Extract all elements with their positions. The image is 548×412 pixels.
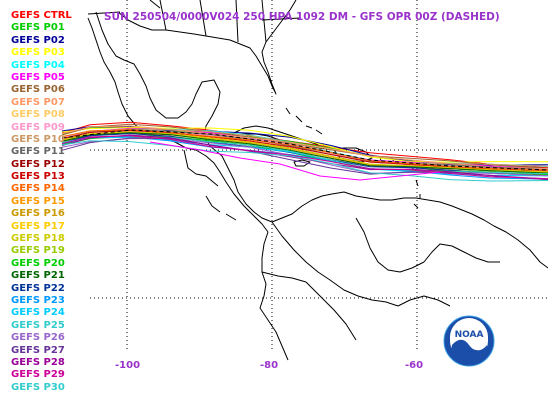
legend-item: GEFS P19 (11, 245, 65, 257)
legend-item: GEFS P02 (11, 34, 65, 46)
legend-item: GEFS P06 (11, 84, 65, 96)
longitude-label: -60 (405, 360, 424, 371)
contour-line (61, 132, 548, 174)
contour-line (61, 134, 548, 180)
noaa-logo-icon: NOAA (443, 315, 495, 367)
legend-item: GEFS P08 (11, 109, 65, 121)
legend-item: GEFS P27 (11, 344, 65, 356)
contour-line (61, 140, 548, 182)
legend-item: GEFS P23 (11, 294, 65, 306)
legend-item: GEFS P17 (11, 220, 65, 232)
logo-text: NOAA (455, 330, 484, 340)
contour-line (61, 126, 548, 163)
contour-line (61, 123, 548, 169)
legend-item: GEFS P28 (11, 356, 65, 368)
legend-item: GEFS P29 (11, 369, 65, 381)
legend-item: GEFS P05 (11, 71, 65, 83)
longitude-label: -100 (115, 360, 141, 371)
map-title: SUN 250504/0000V024 250 HPA 1092 DM - GF… (104, 11, 500, 23)
ensemble-legend: GEFS CTRL GEFS P01 GEFS P02 GEFS P03 GEFS P0… (11, 10, 72, 394)
legend-item: GEFS P24 (11, 307, 65, 319)
legend-item: GEFS P01 (11, 22, 65, 34)
contour-line (61, 131, 548, 173)
legend-item: GEFS P30 (11, 381, 65, 393)
legend-item: GEFS P14 (11, 183, 65, 195)
contour-line (149, 141, 441, 181)
contour-line (61, 137, 548, 181)
legend-item: GEFS P15 (11, 195, 65, 207)
longitude-label: -80 (260, 360, 279, 371)
legend-item: GEFS P12 (11, 158, 65, 170)
ensemble-contours (61, 121, 548, 182)
legend-item: GEFS P11 (11, 146, 65, 158)
legend-item: GEFS CTRL (11, 10, 72, 21)
contour-line (61, 128, 548, 167)
legend-item: GEFS P10 (11, 133, 65, 145)
legend-item: GEFS P25 (11, 319, 65, 331)
coastlines (87, 0, 548, 361)
legend-item: GEFS P13 (11, 171, 65, 183)
legend-item: GEFS P16 (11, 208, 65, 220)
legend-item: GEFS P18 (11, 233, 65, 245)
contour-line (61, 135, 548, 180)
legend-item: GEFS P22 (11, 282, 65, 294)
legend-item: GEFS P20 (11, 257, 65, 269)
legend-item: GEFS P21 (11, 270, 65, 282)
legend-item: GEFS P07 (11, 96, 65, 108)
legend-item: GEFS P26 (11, 332, 65, 344)
legend-item: GEFS P09 (11, 121, 65, 133)
legend-item: GEFS P04 (11, 59, 65, 71)
contour-line (61, 129, 548, 171)
legend-item: GEFS P03 (11, 47, 65, 59)
